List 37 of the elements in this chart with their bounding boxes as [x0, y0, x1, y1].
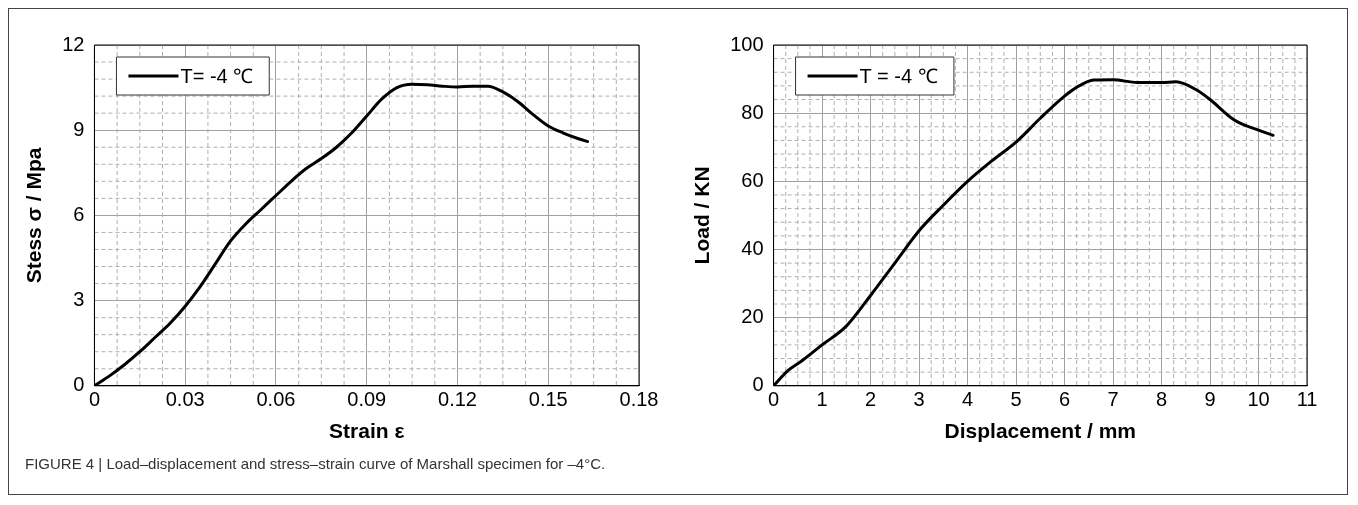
- x-tick-label: 10: [1247, 388, 1270, 411]
- x-tick-label: 0.03: [165, 388, 205, 411]
- x-tick-label: 7: [1107, 388, 1119, 411]
- x-tick-label: 8: [1155, 388, 1168, 411]
- y-tick-label: 12: [62, 32, 85, 55]
- y-tick-label: 9: [73, 117, 85, 140]
- x-tick-label: 0: [88, 388, 101, 411]
- y-axis-title: Load / KN: [690, 166, 714, 265]
- x-tick-label: 4: [961, 388, 974, 411]
- x-tick-label: 11: [1296, 388, 1318, 411]
- legend-label: T= -4 ℃: [180, 64, 254, 87]
- x-tick-label: 6: [1058, 388, 1071, 411]
- y-tick-label: 100: [730, 32, 764, 55]
- x-axis-title: Displacement / mm: [944, 419, 1136, 443]
- x-axis-title: Strain ε: [329, 419, 405, 443]
- y-tick-label: 0: [73, 373, 85, 396]
- x-tick-label: 0: [768, 388, 780, 411]
- x-tick-label: 0.12: [438, 388, 477, 411]
- x-tick-label: 3: [913, 388, 925, 411]
- y-tick-label: 6: [73, 202, 85, 225]
- y-tick-label: 0: [752, 373, 764, 396]
- x-tick-label: 5: [1010, 388, 1022, 411]
- x-tick-label: 0.15: [528, 388, 568, 411]
- caption: FIGURE 4 | Load–displacement and stress–strain curve of Marshall specimen for –4°C.: [25, 455, 607, 472]
- y-tick-label: 3: [73, 288, 85, 311]
- legend-label: T = -4 ℃: [859, 64, 938, 87]
- x-tick-label: 0.09: [347, 388, 387, 411]
- x-tick-label: 0.06: [256, 388, 296, 411]
- y-tick-label: 80: [741, 100, 764, 123]
- x-tick-label: 2: [864, 388, 877, 411]
- y-axis-title: Stess σ / Mpa: [22, 147, 46, 284]
- x-tick-label: 0.18: [619, 388, 659, 411]
- x-tick-label: 9: [1204, 388, 1216, 411]
- y-tick-label: 20: [741, 305, 764, 328]
- x-tick-label: 1: [816, 388, 828, 411]
- y-tick-label: 40: [741, 237, 764, 259]
- y-tick-label: 60: [741, 168, 764, 191]
